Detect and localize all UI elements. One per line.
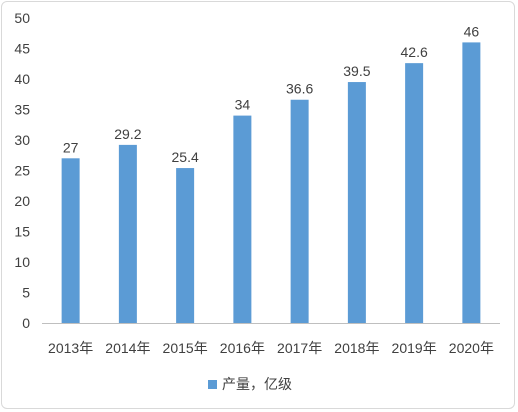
bar (347, 82, 366, 323)
y-tick-label: 5 (22, 285, 30, 301)
x-tick-label: 2016年 (220, 340, 265, 356)
y-tick-label: 15 (14, 224, 30, 240)
legend-label: 产量，亿级 (222, 377, 292, 393)
y-tick-label: 10 (14, 254, 30, 270)
bar (290, 99, 309, 324)
y-tick-label: 35 (14, 102, 30, 118)
y-tick-label: 40 (14, 71, 30, 87)
data-label: 36.6 (286, 81, 313, 97)
x-tick-label: 2013年 (48, 340, 93, 356)
data-label: 34 (235, 97, 251, 113)
y-tick-label: 50 (14, 10, 30, 26)
y-tick-label: 30 (14, 132, 30, 148)
y-tick-label: 45 (14, 41, 30, 57)
data-label: 27 (63, 139, 79, 155)
data-label: 25.4 (172, 149, 199, 165)
y-tick-label: 25 (14, 163, 30, 179)
bar (233, 115, 252, 323)
x-tick-label: 2018年 (334, 340, 379, 356)
bar (176, 168, 195, 323)
x-tick-label: 2014年 (105, 340, 150, 356)
data-label: 39.5 (343, 63, 370, 79)
y-tick-label: 20 (14, 193, 30, 209)
data-label: 46 (464, 23, 480, 39)
data-label: 29.2 (114, 126, 141, 142)
legend-swatch (208, 379, 217, 389)
bar (61, 158, 80, 323)
legend: 产量，亿级 (208, 374, 292, 394)
bar (462, 42, 481, 324)
y-tick-label: 0 (22, 315, 30, 331)
x-tick-label: 2019年 (392, 340, 437, 356)
bar (405, 63, 424, 323)
x-tick-label: 2017年 (277, 340, 322, 356)
x-tick-label: 2020年 (449, 340, 494, 356)
data-label: 42.6 (401, 44, 428, 60)
x-tick-label: 2015年 (163, 340, 208, 356)
bar (118, 144, 137, 323)
